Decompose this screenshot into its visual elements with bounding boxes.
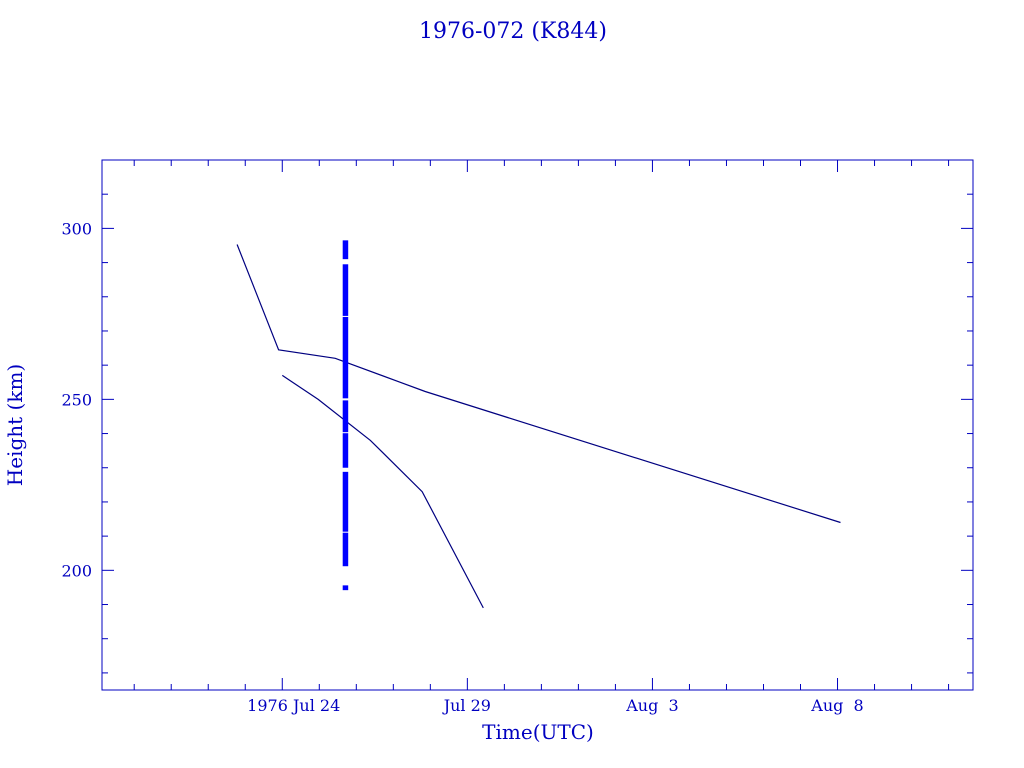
x-tick-label: Aug 8 <box>810 696 863 715</box>
axis-ticks <box>102 159 973 690</box>
x-tick-label: Aug 3 <box>625 696 678 715</box>
observation-segment <box>342 585 349 591</box>
y-tick-labels: 200 250 300 <box>61 219 92 580</box>
plot-frame <box>101 159 974 691</box>
line-2 <box>281 374 484 609</box>
x-tick-label: Jul 29 <box>442 696 491 715</box>
observation-segment <box>342 316 349 399</box>
chart-title: 1976-072 (K844) <box>419 19 607 44</box>
observation-segment <box>342 433 349 468</box>
line-1 <box>236 244 841 524</box>
x-tick-labels: 1976 Jul 24 Jul 29 Aug 3 Aug 8 <box>247 696 864 715</box>
observation-segment <box>342 264 349 316</box>
x-tick-label: 1976 Jul 24 <box>247 696 340 715</box>
y-axis-label: Height (km) <box>3 364 27 486</box>
observation-segment <box>342 400 349 433</box>
x-axis-label: Time(UTC) <box>482 720 594 744</box>
y-tick-label: 250 <box>61 390 92 409</box>
observation-band <box>342 240 349 591</box>
observation-segment <box>342 471 349 532</box>
y-tick-label: 200 <box>61 561 92 580</box>
series-group <box>236 244 841 609</box>
observation-segment <box>342 240 349 260</box>
y-tick-label: 300 <box>61 219 92 238</box>
observation-segment <box>342 532 349 567</box>
